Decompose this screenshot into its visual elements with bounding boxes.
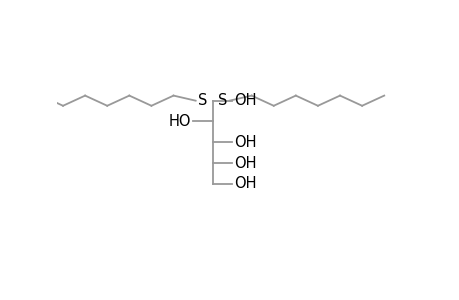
Text: OH: OH [234,93,256,108]
Text: OH: OH [234,135,256,150]
Text: S: S [198,93,207,108]
Text: OH: OH [234,155,256,170]
Text: HO: HO [168,114,190,129]
Text: S: S [217,93,227,108]
Text: OH: OH [234,176,256,191]
